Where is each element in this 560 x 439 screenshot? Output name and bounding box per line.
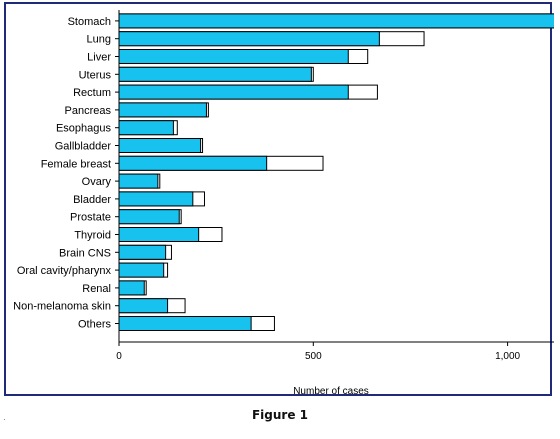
category-label: Esophagus bbox=[56, 123, 112, 135]
category-label: Stomach bbox=[68, 16, 111, 28]
bar-primary bbox=[118, 209, 180, 225]
x-tick-label: 500 bbox=[305, 351, 322, 362]
category-label: Oral cavity/pharynx bbox=[17, 265, 112, 277]
category-label: Non-melanoma skin bbox=[13, 301, 111, 313]
bar-primary bbox=[118, 280, 145, 296]
category-label: Liver bbox=[87, 52, 111, 64]
bar-primary bbox=[118, 155, 268, 171]
category-label: Bladder bbox=[73, 194, 111, 206]
bar-primary bbox=[118, 84, 349, 100]
bar-chart: Stomach Lung Liver Uterus Rectum Pancreas Esop… bbox=[13, 10, 554, 397]
category-label: Pancreas bbox=[65, 105, 112, 117]
bar-primary bbox=[118, 227, 200, 242]
corner-mark: · bbox=[3, 415, 6, 424]
bar-primary bbox=[118, 49, 349, 64]
category-label: Uterus bbox=[79, 69, 112, 81]
category-label: Thyroid bbox=[74, 230, 111, 242]
category-label: Renal bbox=[82, 283, 111, 295]
figure-caption: Figure 1 bbox=[251, 408, 309, 422]
figure-frame: Stomach Lung Liver Uterus Rectum Pancreas Esop… bbox=[4, 2, 554, 397]
x-tick-label: 1,000 bbox=[495, 351, 520, 362]
bar-primary bbox=[118, 173, 159, 189]
bar-primary bbox=[118, 66, 312, 82]
category-label: Brain CNS bbox=[59, 247, 111, 259]
bar-primary bbox=[118, 298, 169, 314]
category-label: Rectum bbox=[73, 87, 111, 99]
category-label: Lung bbox=[87, 34, 111, 46]
bar-primary bbox=[118, 31, 380, 47]
bar-primary bbox=[118, 244, 167, 260]
category-label: Gallbladder bbox=[55, 141, 112, 153]
bar-primary bbox=[118, 191, 194, 207]
bar-primary bbox=[118, 102, 207, 118]
bar-primary bbox=[118, 120, 174, 136]
category-label: Prostate bbox=[70, 212, 111, 224]
x-axis-title: Number of cases bbox=[293, 386, 369, 397]
category-label: Others bbox=[78, 319, 112, 331]
x-tick-label: 0 bbox=[116, 351, 122, 362]
bar-primary bbox=[118, 262, 165, 278]
category-label: Female breast bbox=[41, 158, 111, 170]
bar-primary bbox=[118, 138, 202, 153]
bar-primary bbox=[118, 316, 252, 331]
category-label: Ovary bbox=[82, 176, 112, 188]
bar-primary bbox=[118, 13, 554, 29]
